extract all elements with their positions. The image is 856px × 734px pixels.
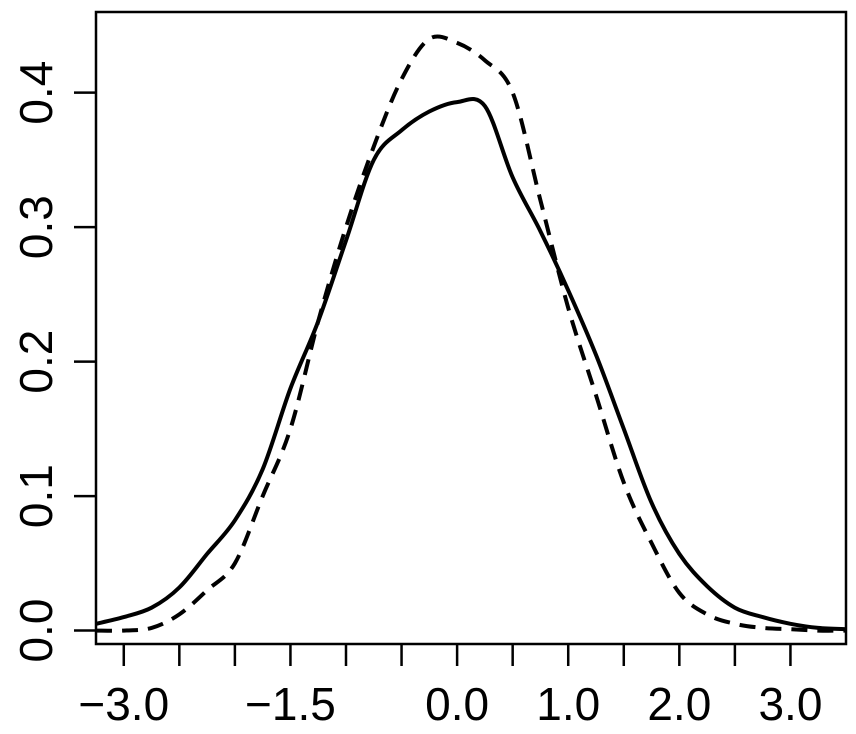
y-tick-label: 0.3 [10,195,62,259]
y-tick-label: 0.1 [10,464,62,528]
x-tick-label: −3.0 [78,678,169,730]
x-tick-label: 2.0 [647,678,711,730]
x-tick-label: 0.0 [425,678,489,730]
x-axis: −3.0 −1.5 0.0 1.0 2.0 3.0 [78,644,822,730]
plot-frame [94,10,848,646]
dashed-density-line [95,34,847,633]
x-tick-label: −1.5 [245,678,336,730]
series-layer [95,34,847,633]
y-tick-label: 0.2 [10,330,62,394]
x-tick-label: 1.0 [536,678,600,730]
y-tick-label: 0.0 [10,599,62,663]
x-tick-label: 3.0 [758,678,822,730]
solid-density-line [95,97,847,632]
y-axis: 0.0 0.1 0.2 0.3 0.4 [10,61,96,663]
y-tick-label: 0.4 [10,61,62,125]
